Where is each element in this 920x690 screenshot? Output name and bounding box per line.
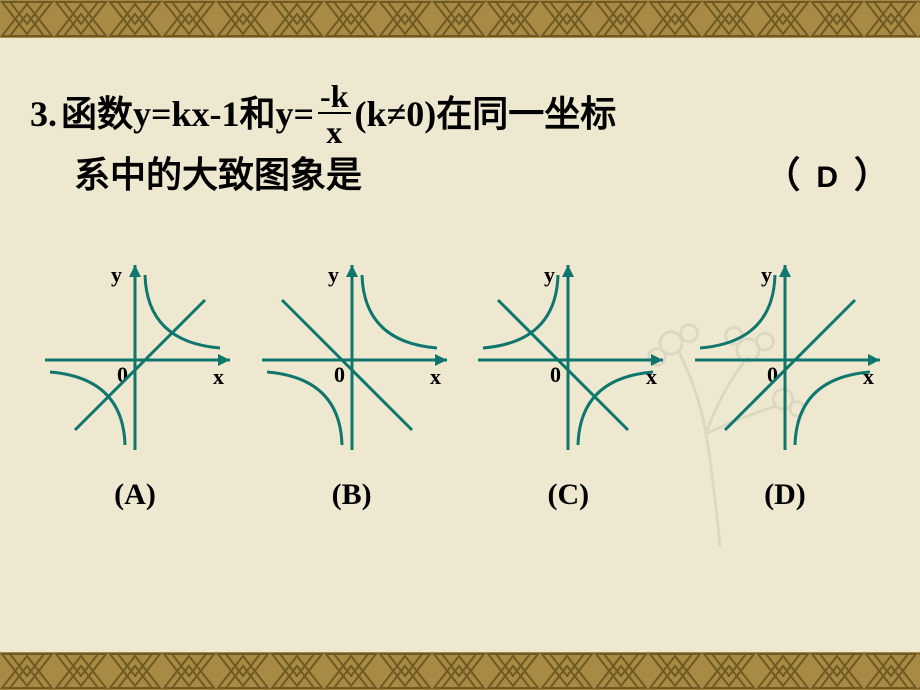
svg-text:0: 0: [334, 362, 345, 387]
question-number: 3.: [30, 87, 57, 141]
svg-text:y: y: [544, 262, 555, 287]
svg-text:y: y: [111, 262, 122, 287]
border-top: [0, 0, 920, 38]
graph-label: (B): [332, 478, 372, 512]
graph-label: (C): [547, 478, 589, 512]
question-part2: (k≠0)在同一坐标: [355, 87, 617, 141]
svg-text:x: x: [646, 364, 657, 389]
graph-svg: 0 x y: [30, 260, 240, 460]
svg-text:0: 0: [550, 362, 561, 387]
graphs-row: 0 x y (A) 0 x y (B) 0 x: [30, 260, 890, 512]
graph-option-d: 0 x y (D): [680, 260, 890, 512]
answer-paren: （ D ）: [764, 148, 890, 202]
graph-svg: 0 x y: [680, 260, 890, 460]
graph-option-b: 0 x y (B): [247, 260, 457, 512]
question-line2: 系中的大致图象是: [74, 148, 362, 202]
paren-open: （: [764, 148, 800, 202]
fraction-denominator: x: [326, 114, 342, 148]
graph-label: (D): [764, 478, 806, 512]
answer-letter: D: [816, 155, 838, 200]
svg-text:x: x: [213, 364, 224, 389]
question-part1: 函数y=kx-1和y=: [61, 87, 314, 141]
svg-text:x: x: [430, 364, 441, 389]
svg-text:x: x: [863, 364, 874, 389]
fraction: -k x: [318, 80, 350, 148]
graph-label: (A): [114, 478, 156, 512]
graph-option-c: 0 x y (C): [463, 260, 673, 512]
svg-text:y: y: [761, 262, 772, 287]
svg-text:y: y: [328, 262, 339, 287]
graph-svg: 0 x y: [247, 260, 457, 460]
fraction-numerator: -k: [318, 80, 350, 114]
paren-close: ）: [854, 148, 890, 202]
graph-option-a: 0 x y (A): [30, 260, 240, 512]
border-bottom: [0, 652, 920, 690]
graph-svg: 0 x y: [463, 260, 673, 460]
question-block: 3. 函数y=kx-1和y= -k x (k≠0)在同一坐标 系中的大致图象是 …: [30, 80, 890, 202]
